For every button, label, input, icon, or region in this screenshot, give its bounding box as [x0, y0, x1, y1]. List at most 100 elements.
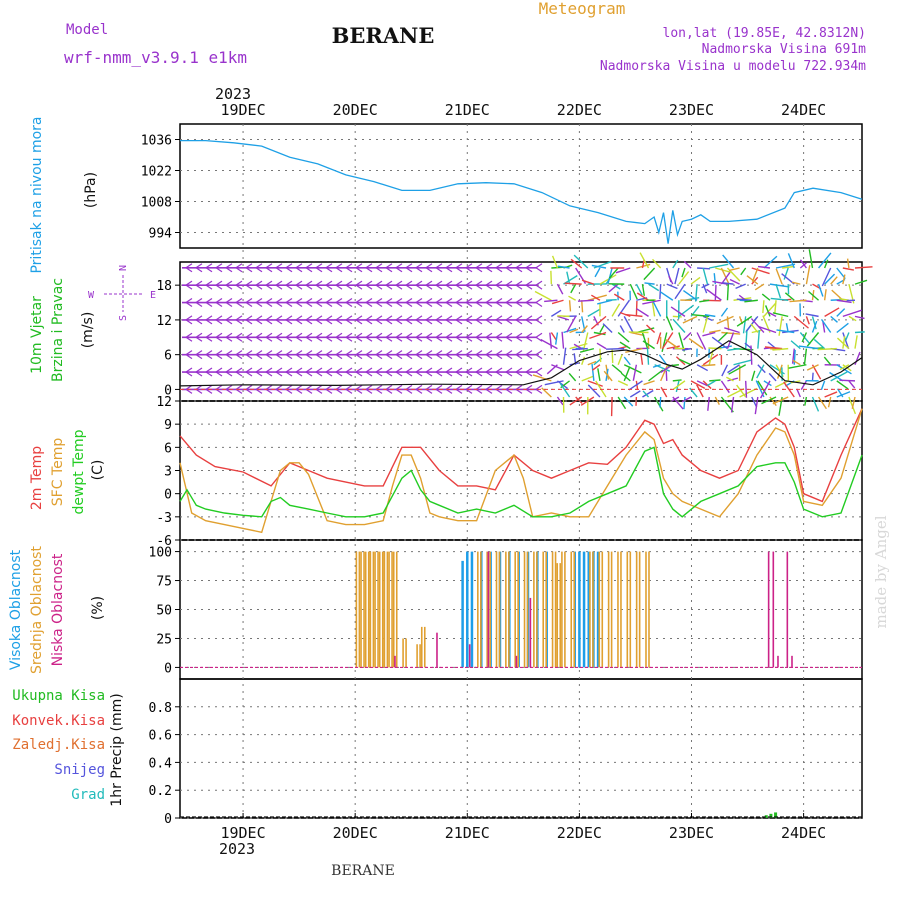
bottom-day-label: 24DEC — [781, 824, 826, 842]
wind-storm-arrow — [613, 293, 625, 301]
wind-storm-arrow — [682, 347, 692, 351]
pressure-panel: 994 1008 1022 1036 — [141, 134, 863, 244]
wind-storm-arrow — [790, 340, 801, 350]
wind-arrow — [405, 332, 413, 342]
wind-storm-arrow — [587, 384, 601, 398]
wind-arrow — [495, 384, 503, 394]
pressure-unit: (hPa) — [83, 172, 99, 208]
wind-storm-arrow — [593, 331, 606, 336]
wind-arrow — [385, 332, 393, 342]
wind-storm-arrow — [629, 390, 641, 398]
wind-storm-arrow — [808, 249, 814, 269]
wind-storm-arrow — [854, 351, 861, 366]
wind-storm-arrow — [572, 347, 588, 351]
wind-arrow — [345, 315, 353, 325]
wind-storm-arrow — [784, 292, 795, 301]
panel-frame-cloud — [179, 539, 863, 680]
wind-arrow — [405, 384, 413, 394]
wind-storm-arrow — [761, 293, 771, 301]
wind-storm-arrow — [763, 380, 772, 387]
wind-storm-arrow — [782, 265, 795, 269]
wind-storm-arrow — [559, 383, 571, 398]
wind-arrow — [455, 298, 463, 308]
wind-arrow — [415, 315, 423, 325]
wind-arrow — [195, 298, 203, 308]
pressure-ytick-label: 1008 — [141, 196, 172, 211]
wind-unit: (m/s) — [80, 312, 96, 349]
wind-arrow — [415, 367, 423, 377]
wind-arrow — [505, 332, 513, 342]
wind-storm-arrow — [581, 300, 584, 313]
wind-arrow — [305, 298, 313, 308]
wind-arrow — [215, 263, 223, 273]
wind-storm-arrow — [772, 396, 789, 405]
bottom-day-label: 21DEC — [445, 824, 490, 842]
wind-storm-arrow — [591, 364, 595, 381]
wind-arrow — [535, 384, 543, 394]
wind-storm-arrow — [568, 295, 576, 301]
wind-storm-arrow — [720, 380, 730, 394]
wind-storm-arrow — [817, 347, 837, 351]
wind-arrow — [405, 350, 413, 360]
wind-storm-arrow — [848, 380, 856, 389]
wind-arrow — [285, 263, 293, 273]
wind-storm-arrow — [706, 288, 722, 301]
wind-arrow — [495, 332, 503, 342]
wind-storm-arrow — [608, 283, 619, 293]
wind-arrow — [405, 367, 413, 377]
wind-storm-arrow — [611, 303, 621, 317]
wind-storm-arrow — [550, 332, 557, 341]
wind-arrow — [395, 298, 403, 308]
wind-storm-arrow — [750, 345, 753, 365]
precip-ytick-label: 0.2 — [149, 784, 172, 799]
wind-arrow — [195, 280, 203, 290]
wind-arrow — [435, 332, 443, 342]
wind-storm-arrow — [672, 259, 679, 269]
wind-arrow — [315, 384, 323, 394]
wind-arrow — [345, 384, 353, 394]
wind-storm-arrow — [793, 315, 809, 329]
temp-ytick-label: 12 — [156, 395, 172, 410]
wind-arrow — [255, 298, 263, 308]
wind-arrow — [275, 384, 283, 394]
wind-arrow — [195, 367, 203, 377]
wind-storm-arrow — [534, 290, 552, 301]
wind-storm-arrow — [757, 330, 761, 349]
wind-storm-arrow — [842, 267, 854, 271]
wind-storm-arrow — [541, 387, 552, 398]
wind-storm-arrow — [848, 315, 857, 322]
wind-arrow — [235, 298, 243, 308]
wind-arrow — [255, 315, 263, 325]
wind-storm-arrow — [806, 364, 819, 371]
wind-storm-arrow — [735, 283, 746, 290]
wind-storm-arrow — [791, 281, 801, 285]
wind-storm-arrow — [642, 340, 655, 350]
wind-arrow — [305, 263, 313, 273]
wind-storm-arrow — [617, 380, 629, 386]
wind-arrow — [495, 280, 503, 290]
wind-arrow — [235, 280, 243, 290]
cloud-unit: (%) — [90, 596, 106, 620]
cloud-ytick-label: 100 — [149, 546, 172, 561]
wind-storm-arrow — [714, 284, 717, 301]
wind-storm-arrow — [549, 332, 553, 349]
wind-storm-arrow — [619, 325, 625, 333]
wind-arrow — [185, 263, 193, 273]
temp-ytick-label: -3 — [156, 511, 172, 526]
wind-arrow — [335, 280, 343, 290]
wind-storm-arrow — [829, 371, 844, 382]
wind-arrow — [415, 332, 423, 342]
wind-storm-arrow — [739, 299, 748, 302]
wind-storm-arrow — [557, 315, 570, 318]
wind-arrow — [425, 367, 433, 377]
wind-storm-arrow — [587, 380, 603, 387]
model-label: Model — [66, 22, 108, 38]
wind-storm-arrow — [846, 258, 850, 269]
wind-arrow — [235, 315, 243, 325]
wind-arrow — [215, 298, 223, 308]
wind-arrow — [445, 263, 453, 273]
wind-storm-arrow — [619, 341, 631, 350]
wind-arrow — [465, 367, 473, 377]
footer-station: BERANE — [331, 863, 395, 879]
wind-arrow — [475, 367, 483, 377]
